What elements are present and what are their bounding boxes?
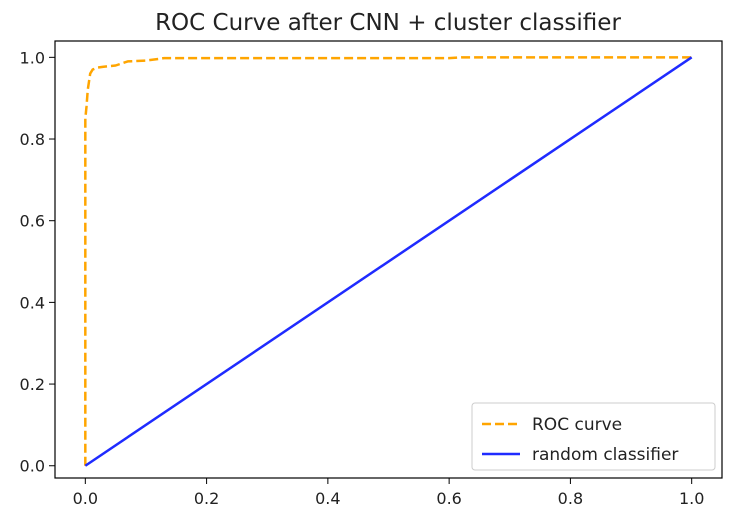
y-axis: 0.0 0.2 0.4 0.6 0.8 1.0 — [20, 48, 55, 476]
y-tick-label: 0.2 — [20, 375, 45, 394]
roc-curve-line — [84, 56, 692, 466]
y-tick-label: 0.6 — [20, 212, 45, 231]
x-axis: 0.0 0.2 0.4 0.6 0.8 1.0 — [73, 478, 704, 508]
y-tick-label: 1.0 — [20, 48, 45, 67]
legend-box — [471, 402, 716, 471]
y-tick-label: 0.8 — [20, 130, 45, 149]
x-tick-label: 0.4 — [315, 489, 340, 508]
legend-label: ROC curve — [532, 415, 622, 435]
x-tick-label: 0.2 — [194, 489, 219, 508]
legend-label: random classifier — [532, 445, 678, 465]
x-tick-label: 1.0 — [679, 489, 704, 508]
y-tick-label: 0.0 — [20, 457, 45, 476]
legend: ROC curve random classifier — [471, 402, 716, 471]
x-tick-label: 0.0 — [73, 489, 98, 508]
y-tick-label: 0.4 — [20, 293, 45, 312]
x-tick-label: 0.6 — [436, 489, 461, 508]
x-tick-label: 0.8 — [558, 489, 583, 508]
series-layer — [84, 56, 693, 467]
random-classifier-line — [84, 56, 693, 467]
chart-title: ROC Curve after CNN + cluster classifier — [155, 10, 621, 36]
